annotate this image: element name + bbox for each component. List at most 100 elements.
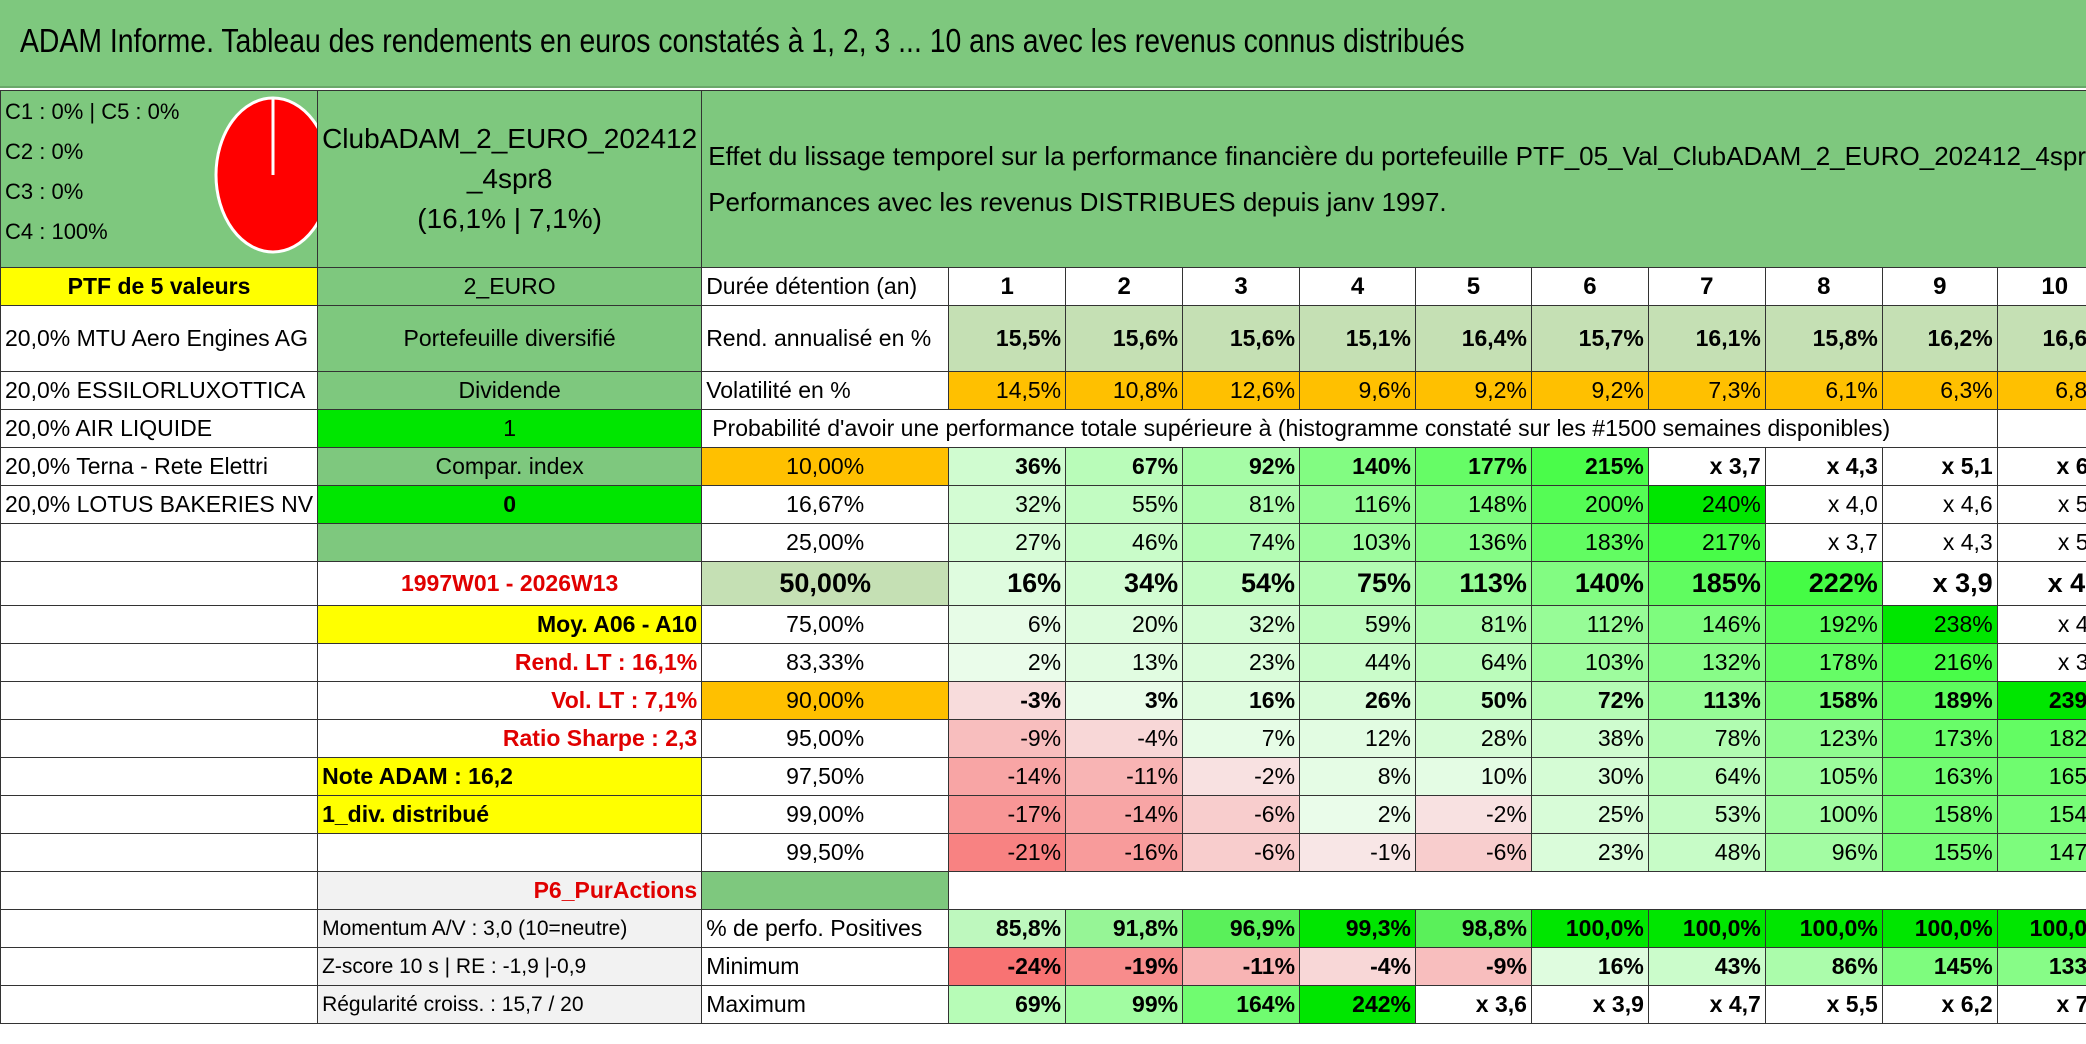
quantile-value: 178% (1764, 643, 1883, 682)
quantile-value: 96% (1764, 833, 1883, 872)
allocation-pie-chart (214, 96, 317, 254)
quantile-value: 2% (1299, 795, 1416, 834)
quantile-row: 20,0% LOTUS BAKERIES NV 0 16,67% 32% 55% 81% 1… (0, 485, 2086, 524)
quantile-value: 140% (1299, 447, 1416, 486)
dividend-distributed: 1_div. distribué (317, 795, 703, 834)
quantile-label: 50,00% (701, 561, 950, 606)
return-value: 15,1% (1299, 305, 1416, 372)
empty-cell (0, 757, 319, 796)
quantile-label: 16,67% (701, 485, 950, 524)
quantile-label: 25,00% (701, 523, 950, 562)
empty-cell (0, 985, 319, 1024)
positive-pct-value: 100,0% (1530, 909, 1649, 948)
quantile-value: -1% (1299, 833, 1416, 872)
positive-pct-value: 100,0% (1881, 909, 1998, 948)
quantile-value: 165% (1996, 757, 2086, 796)
quantile-value: -11% (1065, 757, 1184, 796)
return-value: 16,1% (1647, 305, 1766, 372)
quantile-value: 132% (1647, 643, 1766, 682)
positive-pct-value: 96,9% (1182, 909, 1301, 948)
quantile-value: 26% (1299, 681, 1416, 720)
minimum-label: Minimum (701, 947, 950, 986)
quantile-value: 36% (948, 447, 1067, 486)
maximum-value: 99% (1065, 985, 1184, 1024)
return-value: 15,5% (948, 305, 1067, 372)
volatility-value: 9,2% (1414, 371, 1532, 410)
average-label: Moy. A06 - A10 (317, 605, 703, 644)
volatility-row: 20,0% ESSILORLUXOTTICA Dividende Volatil… (0, 371, 2086, 410)
quantile-value: -6% (1182, 795, 1301, 834)
description-line: Effet du lissage temporel sur la perform… (708, 141, 2086, 171)
quantile-value: x 5,1 (1881, 447, 1998, 486)
duration-label: Durée détention (an) (701, 267, 950, 306)
quantile-value: x 3,7 (1764, 523, 1883, 562)
holding-name: 20,0% MTU Aero Engines AG (0, 305, 319, 372)
quantile-value: 185% (1647, 561, 1766, 606)
quantile-value: 50% (1414, 681, 1532, 720)
quantile-value: x 5,3 (1996, 523, 2086, 562)
maximum-value: 242% (1299, 985, 1416, 1024)
report-sheet: C1 : 0% | C5 : 0% C2 : 0% C3 : 0% C4 : 1… (0, 90, 2086, 1024)
performance-table: C1 : 0% | C5 : 0% C2 : 0% C3 : 0% C4 : 1… (0, 90, 2086, 1024)
quantile-value: 72% (1530, 681, 1649, 720)
years-row: PTF de 5 valeurs 2_EURO Durée détention … (0, 267, 2086, 306)
quantile-value: -3% (948, 681, 1067, 720)
fund-name: ClubADAM_2_EURO_202412 (322, 123, 698, 154)
quantile-value: -14% (948, 757, 1067, 796)
quantile-value: x 6,0 (1996, 447, 2086, 486)
quantile-value: 92% (1182, 447, 1301, 486)
volatility-value: 14,5% (948, 371, 1067, 410)
quantile-value: 6% (948, 605, 1067, 644)
quantile-value: 64% (1414, 643, 1532, 682)
holding-name: 20,0% Terna - Rete Elettri (0, 447, 319, 486)
empty-cell (0, 523, 319, 562)
year-cell: 2 (1065, 267, 1184, 306)
compar-value: 0 (317, 485, 703, 524)
maximum-value: 69% (948, 985, 1067, 1024)
quantile-value: 28% (1414, 719, 1532, 758)
quantile-value: x 3,9 (1881, 561, 1998, 606)
quantile-value: 173% (1881, 719, 1998, 758)
quantile-value: 81% (1414, 605, 1532, 644)
return-value: 15,8% (1764, 305, 1883, 372)
year-cell: 10 (1996, 267, 2086, 306)
quantile-value: 200% (1530, 485, 1649, 524)
fund-name-cell: ClubADAM_2_EURO_202412 _4spr8 (16,1% | 7… (317, 90, 703, 268)
quantile-label: 83,33% (701, 643, 950, 682)
quantile-value: 32% (948, 485, 1067, 524)
positive-pct-value: 98,8% (1414, 909, 1532, 948)
quantile-value: 148% (1414, 485, 1532, 524)
quantile-value: 216% (1881, 643, 1998, 682)
positive-pct-value: 85,8% (948, 909, 1067, 948)
year-cell: 7 (1647, 267, 1766, 306)
minimum-value: -19% (1065, 947, 1184, 986)
quantile-value: 158% (1764, 681, 1883, 720)
year-cell: 3 (1182, 267, 1301, 306)
quantile-value: 177% (1414, 447, 1532, 486)
empty-cell (317, 523, 703, 562)
header-row: C1 : 0% | C5 : 0% C2 : 0% C3 : 0% C4 : 1… (0, 90, 2086, 268)
minimum-value: 86% (1764, 947, 1883, 986)
momentum-label: Momentum A/V : 3,0 (10=neutre) (317, 909, 703, 948)
quantile-row: Moy. A06 - A10 75,00% 6% 20% 32% 59% 81% 112% 14… (0, 605, 2086, 644)
maximum-label: Maximum (701, 985, 950, 1024)
probability-row: 20,0% AIR LIQUIDE 1 Probabilité d'avoir … (0, 409, 2086, 448)
year-cell: 1 (948, 267, 1067, 306)
minimum-value: 133% (1996, 947, 2086, 986)
quantile-value: -16% (1065, 833, 1184, 872)
minimum-value: 43% (1647, 947, 1766, 986)
maximum-value: x 3,6 (1414, 985, 1532, 1024)
minimum-value: 16% (1530, 947, 1649, 986)
quantile-row: 25,00% 27% 46% 74% 103% 136% 183% 217% x 3,7 x 4,… (0, 523, 2086, 562)
quantile-value: 16% (948, 561, 1067, 606)
volatility-value: 6,8% (1996, 371, 2086, 410)
quantile-value: 20% (1065, 605, 1184, 644)
empty-cell (0, 643, 319, 682)
quantile-row: 20,0% Terna - Rete Elettri Compar. index 1… (0, 447, 2086, 486)
holding-name: 20,0% AIR LIQUIDE (0, 409, 319, 448)
quantile-value: -2% (1182, 757, 1301, 796)
empty-cell (0, 681, 319, 720)
minimum-value: -11% (1182, 947, 1301, 986)
volatility-value: 9,6% (1299, 371, 1416, 410)
pie-slice-c4 (214, 96, 317, 254)
